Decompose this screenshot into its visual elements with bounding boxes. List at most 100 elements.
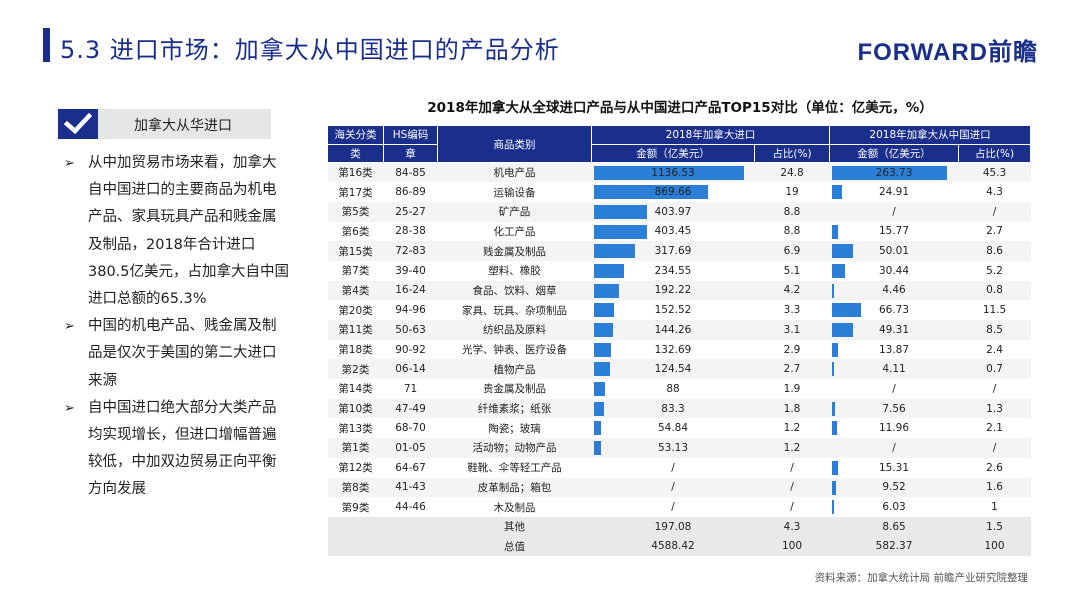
bullet-list: ➢ 从中加贸易市场来看，加拿大自中国进口的主要商品为机电产品、家具玩具产品和贱金… (60, 150, 290, 504)
amount-bar (593, 204, 647, 219)
hs-code-cell: 16-24 (383, 280, 438, 301)
global-share-cell: 1.9 (754, 379, 830, 399)
global-share-cell: 1.2 (754, 418, 830, 439)
global-amount-cell: 88 (591, 379, 755, 399)
category-cell: 其他 (437, 516, 592, 537)
amount-bar (593, 166, 744, 180)
category-cell: 矿产品 (437, 201, 592, 222)
category-cell: 纺织品及原料 (437, 320, 592, 340)
amount-value: 192.22 (654, 284, 692, 297)
amount-bar (593, 224, 647, 239)
china-amount-cell: 582.37 (829, 536, 959, 557)
amount-bar (593, 263, 625, 278)
amount-value: / (892, 382, 896, 395)
amount-bar (831, 362, 834, 377)
amount-value: / (892, 205, 896, 218)
bullet-text: 中国的机电产品、贱金属及制品是仅次于美国的第二大进口来源 (88, 318, 277, 389)
china-share-cell: 1.5 (958, 516, 1031, 537)
header-global-amount: 金额（亿美元） (591, 143, 755, 163)
amount-value: / (671, 481, 675, 494)
amount-value: 6.03 (882, 501, 906, 514)
blank-cell (383, 516, 438, 537)
category-cell: 塑料、橡胶 (437, 260, 592, 281)
amount-bar (593, 283, 619, 298)
table-row: 第5类 25-27 矿产品 403.97 8.8 / / (327, 201, 1031, 222)
china-amount-cell: 24.91 (829, 182, 959, 202)
amount-value: 50.01 (878, 245, 910, 258)
hs-code-cell: 64-67 (383, 457, 438, 478)
china-share-cell: 100 (958, 536, 1031, 557)
table-row: 第4类 16-24 食品、饮料、烟草 192.22 4.2 4.46 0.8 (327, 280, 1031, 301)
amount-value: 88 (666, 382, 680, 395)
header-china-amount: 金额（亿美元） (829, 143, 960, 163)
header-category: 商品类别 (437, 125, 592, 163)
china-share-cell: 2.4 (958, 339, 1031, 360)
table-row: 第9类 44-46 木及制品 / / 6.03 1 (327, 497, 1031, 517)
china-share-cell: 45.3 (958, 162, 1031, 183)
china-share-cell: 2.6 (958, 457, 1031, 478)
bullet-item: ➢ 中国的机电产品、贱金属及制品是仅次于美国的第二大进口来源 (60, 313, 290, 395)
amount-bar (831, 244, 854, 259)
hs-code-cell: 86-89 (383, 182, 438, 202)
source-note: 资料来源：加拿大统计局 前瞻产业研究院整理 (814, 572, 1028, 584)
global-share-cell: 1.2 (754, 438, 830, 458)
global-amount-cell: 53.13 (591, 438, 755, 458)
hs-code-cell: 84-85 (383, 162, 438, 183)
amount-value: 13.87 (878, 343, 910, 356)
category-cell: 植物产品 (437, 359, 592, 380)
amount-bar (831, 185, 843, 200)
china-share-cell: 0.7 (958, 359, 1031, 380)
china-amount-cell: 263.73 (829, 162, 959, 183)
header-global-group: 2018年加拿大进口 (590, 125, 831, 145)
amount-bar (831, 224, 839, 239)
global-share-cell: 24.8 (754, 162, 830, 183)
amount-value: 869.66 (654, 186, 692, 199)
page-title: 5.3 进口市场：加拿大从中国进口的产品分析 (60, 36, 560, 64)
amount-value: 83.3 (661, 402, 685, 415)
amount-bar (831, 342, 838, 357)
table-row: 第14类 71 贵金属及制品 88 1.9 / / (327, 379, 1031, 399)
global-share-cell: 8.8 (754, 201, 830, 222)
header-global-share: 占比(%) (753, 143, 831, 163)
china-share-cell: 1.3 (958, 398, 1031, 419)
amount-value: 124.54 (654, 363, 692, 376)
table-row: 第16类 84-85 机电产品 1136.53 24.8 263.73 45.3 (327, 162, 1031, 183)
amount-bar (593, 244, 636, 259)
china-amount-cell: 50.01 (829, 241, 959, 261)
amount-bar (593, 441, 601, 456)
amount-value: 317.69 (654, 245, 692, 258)
amount-value: 54.84 (657, 422, 689, 435)
hs-code-cell: 72-83 (383, 241, 438, 261)
table-row: 第17类 86-89 运输设备 869.66 19 24.91 4.3 (327, 182, 1031, 202)
amount-value: 144.26 (654, 323, 692, 336)
china-amount-cell: 15.31 (829, 457, 959, 478)
customs-class-cell: 第4类 (327, 280, 384, 301)
hs-code-cell: 50-63 (383, 320, 438, 340)
hs-code-cell: 90-92 (383, 339, 438, 360)
amount-bar (831, 303, 861, 318)
amount-value: 24.91 (878, 186, 910, 199)
global-amount-cell: 1136.53 (591, 162, 755, 183)
china-share-cell: 5.2 (958, 260, 1031, 281)
amount-value: 1136.53 (651, 166, 695, 179)
china-amount-cell: 66.73 (829, 300, 959, 320)
table-body: 第16类 84-85 机电产品 1136.53 24.8 263.73 45.3 第17类 86… (327, 162, 1031, 557)
china-amount-cell: 11.96 (829, 418, 959, 439)
amount-bar (831, 460, 839, 475)
blank-cell (383, 536, 438, 557)
category-cell: 机电产品 (437, 162, 592, 183)
global-amount-cell: / (591, 457, 755, 478)
global-share-cell: / (754, 477, 830, 498)
hs-code-cell: 25-27 (383, 201, 438, 222)
amount-value: 15.77 (878, 225, 910, 238)
amount-bar (831, 500, 835, 515)
category-cell: 皮革制品；箱包 (437, 477, 592, 498)
china-amount-cell: 7.56 (829, 398, 959, 419)
customs-class-cell: 第8类 (327, 477, 384, 498)
global-share-cell: / (754, 497, 830, 517)
china-amount-cell: 13.87 (829, 339, 959, 360)
customs-class-cell: 第1类 (327, 438, 384, 458)
arrow-bullet-icon: ➢ (64, 319, 75, 335)
table-row: 第18类 90-92 光学、钟表、医疗设备 132.69 2.9 13.87 2.4 (327, 339, 1031, 360)
section-tag: 加拿大从华进口 (58, 109, 271, 139)
